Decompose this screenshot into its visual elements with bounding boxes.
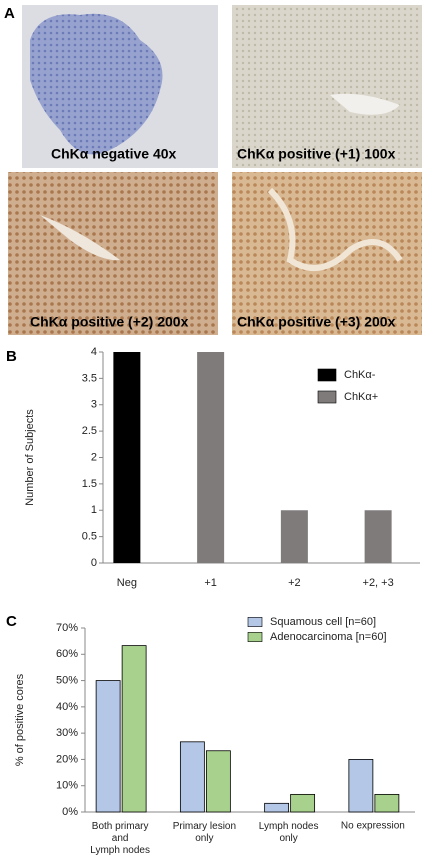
y-tick-label: 10% — [56, 780, 78, 792]
bar — [290, 793, 316, 813]
legend-swatch — [247, 617, 263, 627]
y-tick-label: 0 — [91, 557, 97, 569]
legend-label: Squamous cell [n=60] — [270, 616, 376, 628]
y-axis-label: Number of Subjects — [24, 409, 36, 506]
x-tick-label: Both primary and Lymph nodes — [90, 821, 150, 856]
legend-swatch — [317, 368, 337, 382]
y-tick-label: 60% — [56, 648, 78, 660]
y-tick-label: 0.5 — [82, 531, 97, 543]
bar — [179, 741, 205, 813]
y-axis-label: % of positive cores — [14, 673, 26, 766]
y-tick-label: 30% — [56, 727, 78, 739]
y-tick-label: 3 — [91, 399, 97, 411]
y-tick-label: 2.5 — [82, 425, 97, 437]
x-tick-label: +2, +3 — [363, 577, 394, 589]
y-tick-label: 0% — [62, 806, 78, 818]
legend-swatch — [317, 390, 337, 404]
image-caption: ChKα positive (+2) 200x — [30, 314, 189, 330]
y-tick-label: 50% — [56, 674, 78, 686]
x-tick-label: Primary lesion only — [173, 821, 236, 844]
bar — [113, 352, 141, 563]
x-tick-label: +1 — [204, 577, 217, 589]
panel-label: A — [4, 5, 15, 22]
y-tick-label: 40% — [56, 701, 78, 713]
y-tick-label: 3.5 — [82, 372, 97, 384]
image-caption: ChKα positive (+3) 200x — [237, 314, 396, 330]
legend-label: ChKα+ — [344, 391, 378, 403]
legend-label: ChKα- — [344, 369, 376, 381]
y-tick-label: 1 — [91, 504, 97, 516]
bar — [264, 802, 290, 813]
y-tick-label: 2 — [91, 451, 97, 463]
image-caption: ChKα positive (+1) 100x — [237, 146, 396, 162]
legend-swatch — [247, 632, 263, 642]
bar — [205, 750, 231, 813]
bar — [197, 352, 225, 563]
bar — [280, 510, 308, 563]
micrographs — [8, 5, 422, 335]
y-tick-label: 4 — [91, 346, 97, 358]
legend-label: Adenocarcinoma [n=60] — [270, 631, 387, 643]
y-tick-label: 1.5 — [82, 478, 97, 490]
bar — [374, 793, 400, 813]
image-caption: ChKα negative 40x — [51, 146, 177, 162]
bar — [95, 680, 121, 813]
panel-label: C — [6, 613, 17, 630]
panel-label: B — [6, 348, 17, 365]
bar — [121, 645, 147, 813]
x-tick-label: No expression — [341, 821, 405, 832]
bar — [348, 759, 374, 813]
x-tick-label: Lymph nodes only — [259, 821, 319, 844]
y-tick-label: 70% — [56, 622, 78, 634]
x-tick-label: Neg — [117, 577, 137, 589]
x-tick-label: +2 — [288, 577, 301, 589]
y-tick-label: 20% — [56, 753, 78, 765]
bar — [364, 510, 392, 563]
